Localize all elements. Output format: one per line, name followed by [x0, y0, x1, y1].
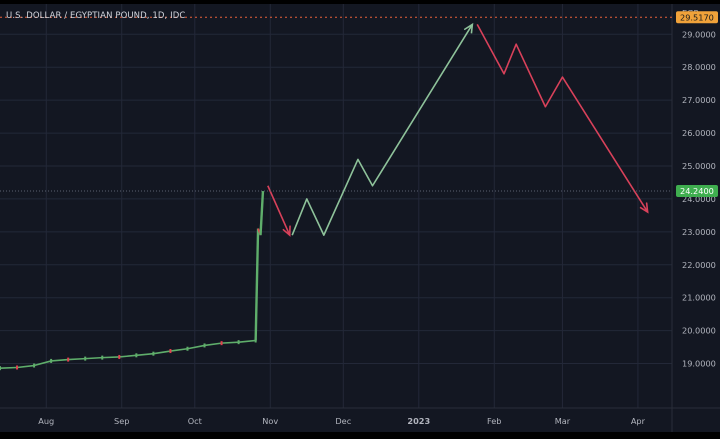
price-candle-segment — [85, 356, 103, 360]
price-candle-segment — [16, 364, 35, 369]
price-candle — [186, 346, 189, 351]
price-tick-label: 19.0000 — [682, 359, 716, 369]
time-tick-label: Apr — [631, 416, 646, 426]
price-tick-label: 27.0000 — [682, 95, 716, 105]
price-candle — [152, 351, 155, 356]
price-tick-label: 29.0000 — [682, 29, 716, 39]
time-tick-label: Oct — [188, 416, 203, 426]
time-tick-label: Sep — [114, 416, 129, 426]
price-candle — [67, 357, 70, 362]
price-candle-segment — [136, 352, 154, 357]
chart-frame: 19.0000 20.0000 21.0000 22.0000 23.0000 24.00… — [0, 4, 720, 432]
price-chart[interactable]: 19.0000 20.0000 21.0000 22.0000 23.0000 24.00… — [0, 4, 720, 432]
price-tick-label: 24.0000 — [682, 194, 716, 204]
time-tick-label: Nov — [262, 416, 278, 426]
price-candle-segment — [221, 341, 239, 344]
time-tick-label: Feb — [487, 416, 502, 426]
price-candle-segment — [119, 354, 137, 358]
projection-up-arrow-head — [463, 22, 474, 34]
price-candle — [0, 366, 1, 371]
price-candle-segment — [51, 358, 69, 362]
time-tick-label: Dec — [335, 416, 351, 426]
price-candle-segment — [204, 342, 222, 347]
price-candle-segment — [102, 356, 120, 359]
price-candle — [101, 355, 104, 360]
price-candle-segment — [254, 228, 260, 341]
time-tick-label: 2023 — [407, 416, 430, 426]
price-candle-segment — [33, 360, 52, 367]
price-candle — [220, 341, 223, 346]
price-candle — [84, 356, 87, 361]
correction-arrow-head — [282, 225, 291, 237]
time-tick-label: Mar — [555, 416, 571, 426]
high-price-badge: 29.5170 — [680, 12, 714, 22]
price-candle — [237, 340, 240, 345]
last-price-badge-bg — [676, 185, 718, 198]
price-candle-segment — [187, 344, 205, 350]
projection-up-path — [291, 23, 474, 236]
price-candle-segment — [68, 357, 86, 361]
price-candle — [50, 358, 53, 363]
projection-down-arrow-head — [639, 202, 649, 214]
price-candle-segment — [170, 347, 188, 352]
price-candle — [33, 363, 36, 368]
price-candle — [118, 354, 121, 359]
correction-arrow — [267, 185, 291, 236]
projection-down-path — [476, 24, 649, 213]
price-candle — [135, 353, 138, 358]
price-tick-label: 26.0000 — [682, 128, 716, 138]
price-tick-label: 20.0000 — [682, 326, 716, 336]
price-candle — [254, 338, 257, 343]
time-tick-label: Aug — [38, 416, 54, 426]
price-candle — [169, 349, 172, 354]
price-candle-segment — [0, 366, 18, 369]
price-tick-label: 22.0000 — [682, 260, 716, 270]
price-tick-label: 23.0000 — [682, 227, 716, 237]
price-tick-label: 28.0000 — [682, 62, 716, 72]
high-price-badge-bg — [676, 11, 718, 24]
price-candle — [203, 343, 206, 348]
price-candle-segment — [238, 339, 256, 343]
price-candle-segment — [259, 190, 265, 236]
last-price-badge: 24.2400 — [680, 186, 714, 196]
price-candle-segment — [153, 350, 171, 355]
symbol-title: U.S. DOLLAR / EGYPTIAN POUND, 1D, IDC — [6, 11, 186, 21]
price-candle — [16, 365, 19, 370]
price-tick-label: 21.0000 — [682, 293, 716, 303]
price-tick-label: 25.0000 — [682, 161, 716, 171]
